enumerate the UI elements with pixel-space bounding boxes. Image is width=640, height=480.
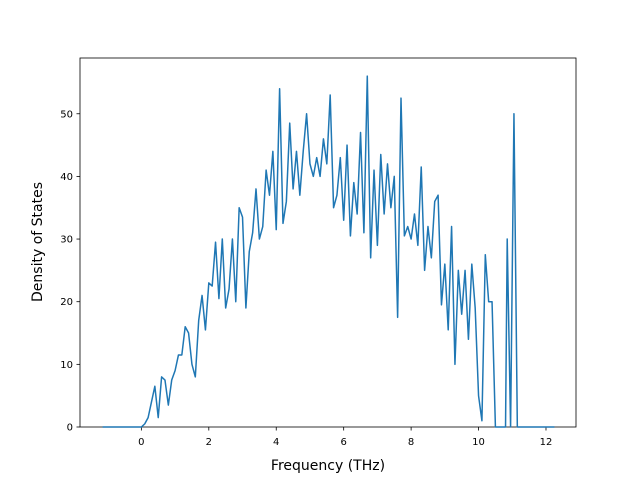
y-tick-label: 0 bbox=[67, 423, 73, 434]
line-series bbox=[102, 75, 555, 428]
x-tick-label: 4 bbox=[273, 437, 279, 448]
y-tick-label: 20 bbox=[60, 297, 73, 308]
x-tick-label: 10 bbox=[472, 437, 485, 448]
x-tick-label: 2 bbox=[206, 437, 212, 448]
x-tick-label: 0 bbox=[138, 437, 144, 448]
plot-frame bbox=[79, 57, 577, 428]
y-tick-label: 50 bbox=[60, 109, 73, 120]
y-tick-label: 10 bbox=[60, 360, 73, 371]
x-axis-label: Frequency (THz) bbox=[271, 458, 385, 474]
y-axis-label: Density of States bbox=[30, 182, 46, 302]
y-tick-label: 40 bbox=[60, 172, 73, 183]
x-tick-label: 12 bbox=[540, 437, 553, 448]
x-tick-label: 6 bbox=[340, 437, 346, 448]
x-tick-label: 8 bbox=[408, 437, 414, 448]
y-tick-label: 30 bbox=[60, 235, 73, 246]
